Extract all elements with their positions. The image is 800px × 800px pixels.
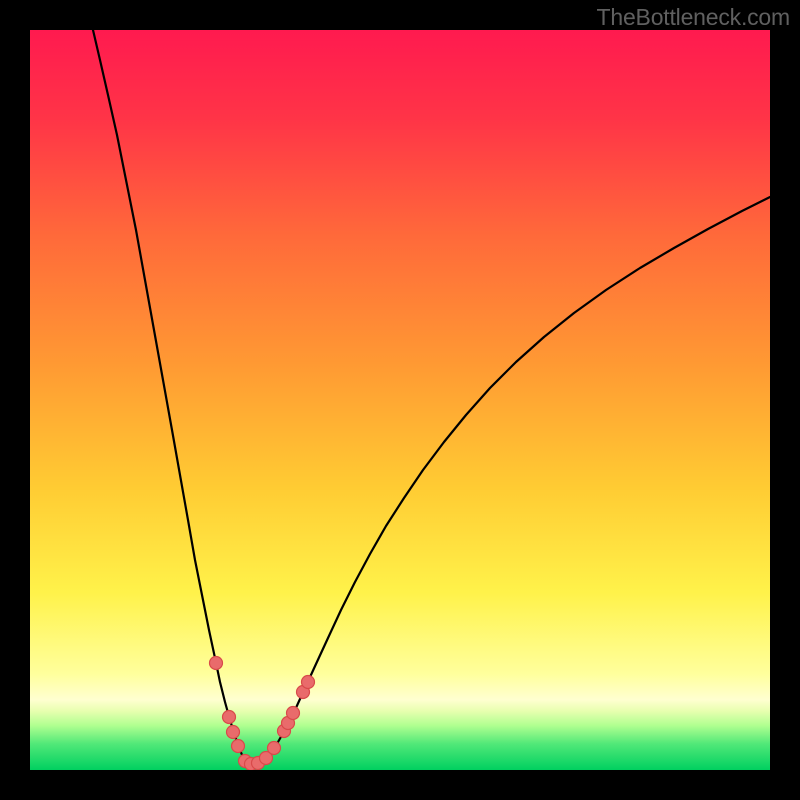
- data-marker: [227, 726, 240, 739]
- data-marker: [268, 742, 281, 755]
- data-marker: [223, 711, 236, 724]
- data-marker: [232, 740, 245, 753]
- watermark-text: TheBottleneck.com: [597, 4, 790, 31]
- plot-background: [30, 30, 770, 770]
- data-marker: [210, 657, 223, 670]
- data-marker: [302, 676, 315, 689]
- data-marker: [287, 707, 300, 720]
